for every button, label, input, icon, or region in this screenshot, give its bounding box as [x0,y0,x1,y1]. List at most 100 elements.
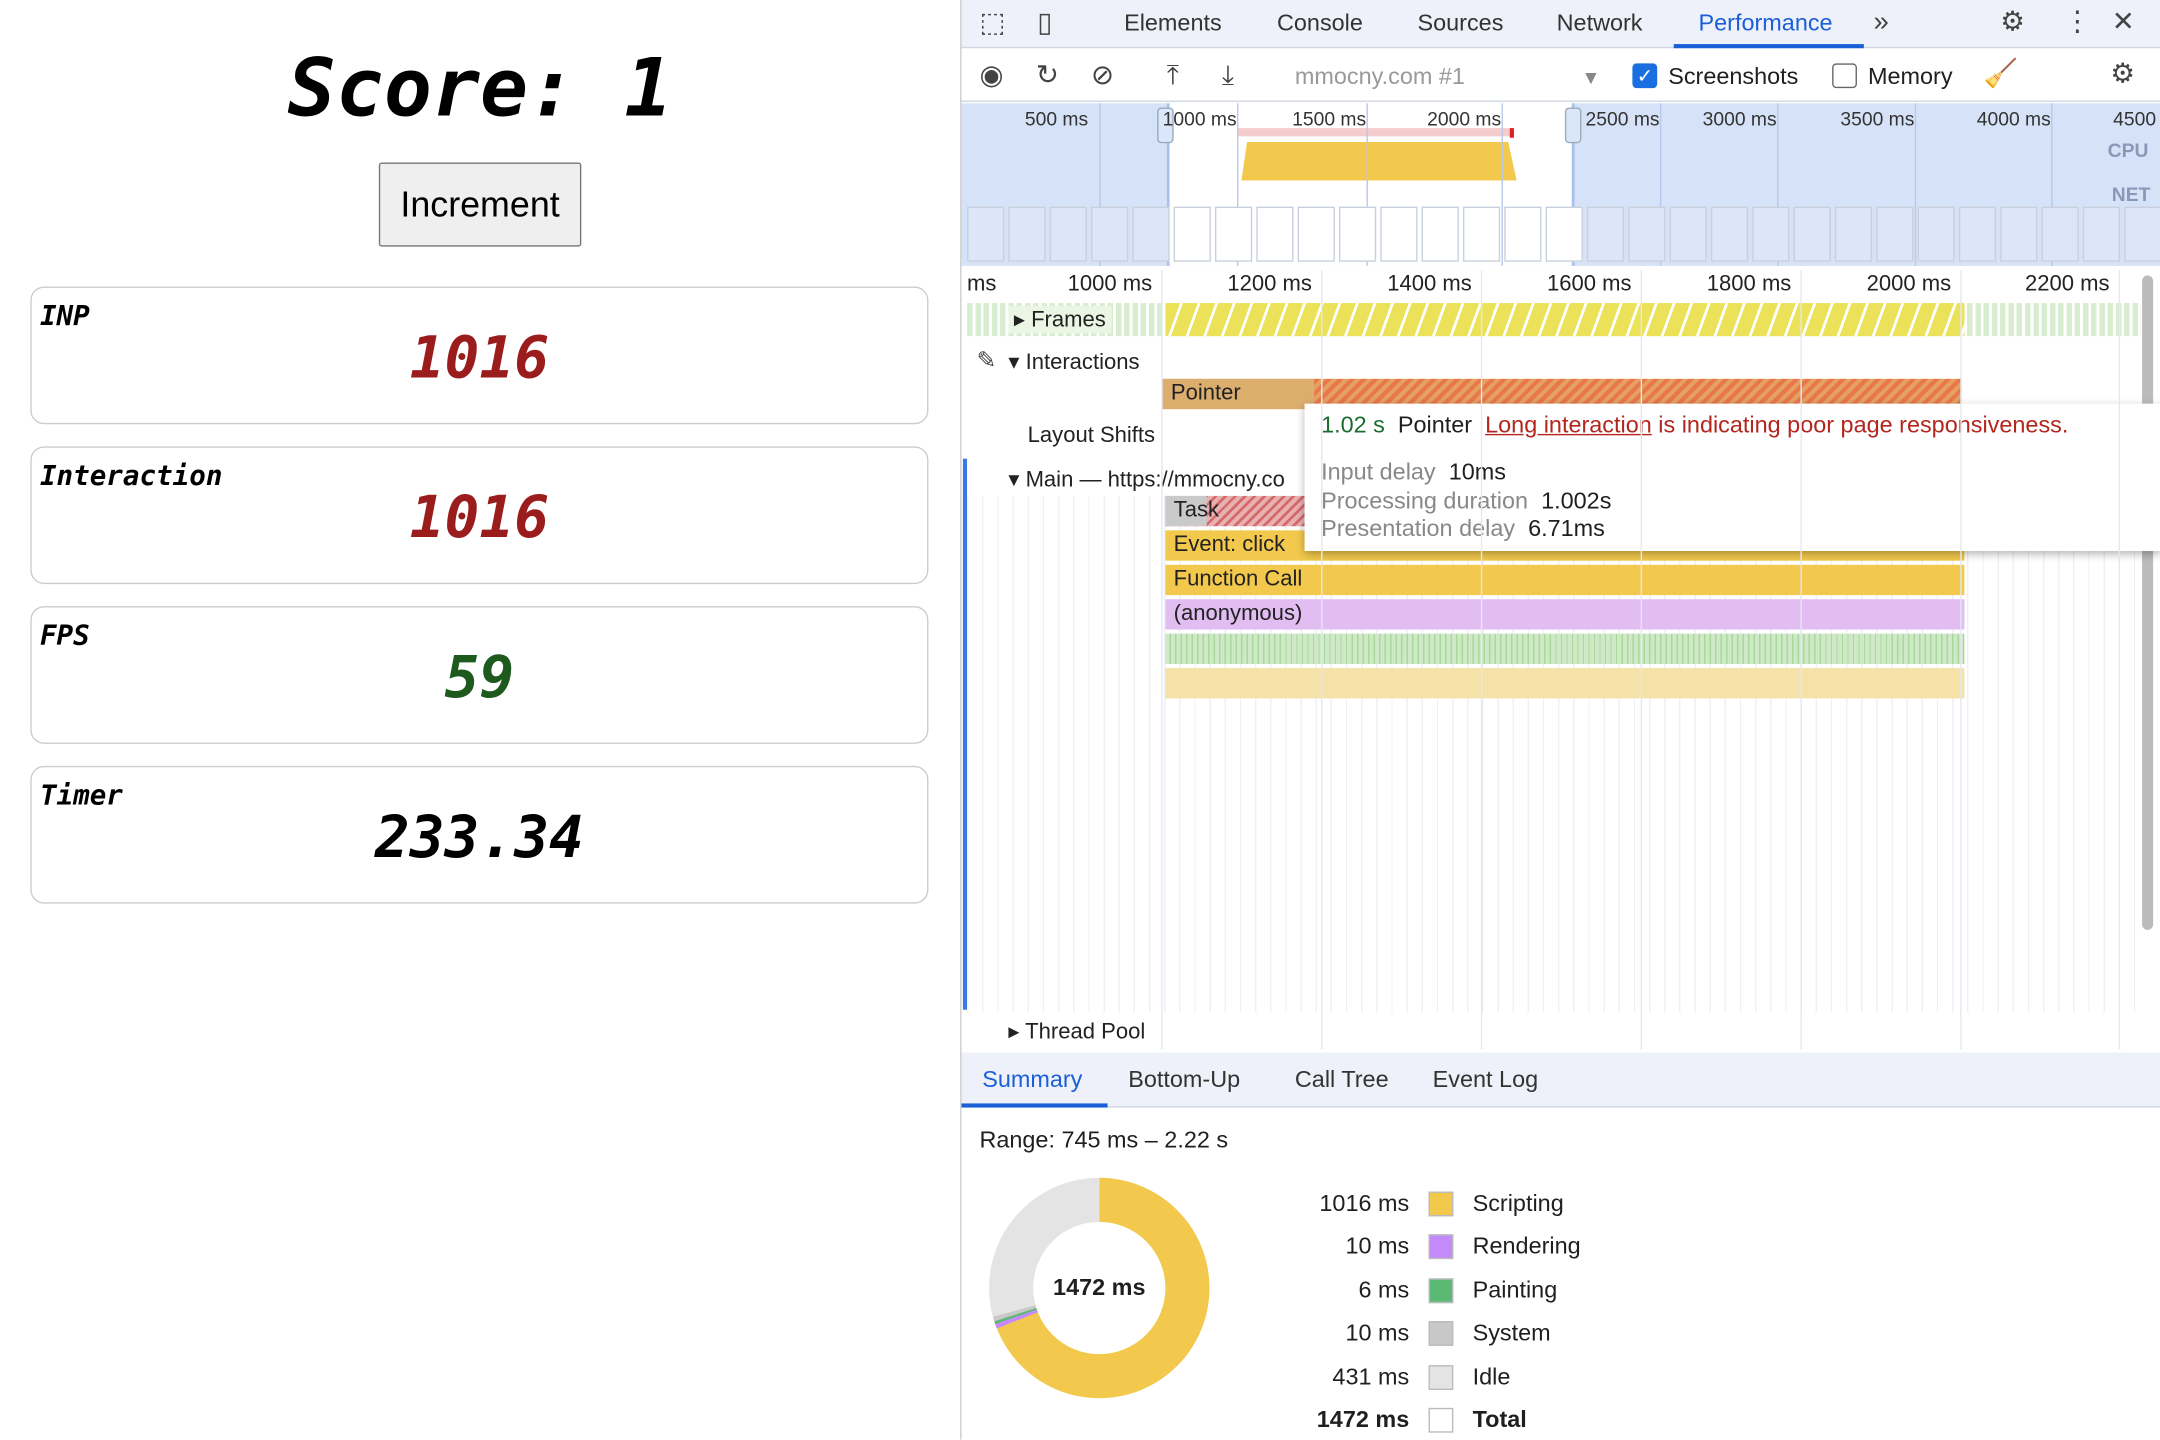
screenshot-thumbnail[interactable] [1256,206,1294,262]
performance-toolbar: ◉ ↻ ⊘ ⤒ ⤓ mmocny.com #1 ▼ ✓ Screenshots … [961,50,2160,102]
increment-button[interactable]: Increment [378,162,582,247]
overview-tick: 500 ms [1024,107,1089,130]
screenshot-thumbnail[interactable] [1628,206,1666,262]
download-icon[interactable]: ⤓ [1221,60,1235,91]
screenshot-thumbnail[interactable] [1504,206,1542,262]
screenshot-thumbnail[interactable] [1917,206,1955,262]
frames-track-label[interactable]: ▸ Frames [1008,305,1112,334]
screenshot-thumbnail[interactable] [1132,206,1170,262]
flame-paint-row[interactable] [1165,633,1965,664]
legend-label: Scripting [1472,1190,1564,1217]
target-select[interactable]: mmocny.com #1 [1294,63,1465,90]
interactions-track-label[interactable]: ▾ Interactions [1008,351,1140,375]
tab-call-tree[interactable]: Call Tree [1294,1066,1389,1093]
screenshot-thumbnail[interactable] [2000,206,2038,262]
close-icon[interactable]: ✕ [2111,6,2135,38]
details-tab-bar: Summary Bottom-Up Call Tree Event Log [961,1052,2160,1108]
selection-left-handle[interactable] [1157,107,1174,144]
record-icon[interactable]: ◉ [979,60,1004,91]
summary-range: Range: 745 ms – 2.22 s [979,1126,1229,1154]
tab-event-log[interactable]: Event Log [1432,1066,1539,1093]
flame-anonymous[interactable]: (anonymous) [1165,599,1965,630]
screenshot-thumbnail[interactable] [1214,206,1253,262]
ruler-gridline [1800,269,1802,1050]
device-toolbar-icon[interactable]: ▯ [1037,8,1053,39]
main-track-bracket [962,458,968,1010]
flame-scripting-row[interactable] [1165,668,1965,699]
settings-icon[interactable]: ⚙ [2000,6,2025,38]
legend-value: 10 ms [1345,1233,1410,1260]
tab-elements[interactable]: Elements [1124,9,1222,36]
screenshot-thumbnail[interactable] [1710,206,1749,262]
more-options-icon[interactable]: ⋮ [2063,6,2092,38]
screenshot-thumbnail[interactable] [2124,206,2160,262]
long-interaction-link[interactable]: Long interaction [1485,411,1652,439]
donut-total-label: 1472 ms [1033,1221,1166,1355]
screenshot-thumbnail[interactable] [967,206,1005,262]
tab-performance[interactable]: Performance [1698,9,1833,36]
net-label: NET [2111,183,2151,206]
legend-value: 1472 ms [1316,1406,1410,1433]
ruler-gridline [1960,269,1962,1050]
ruler-tick: 1200 ms [1227,272,1312,297]
screenshot-thumbnail[interactable] [1338,206,1377,262]
thread-pool-label[interactable]: ▸ Thread Pool [1008,1020,1146,1045]
tab-network[interactable]: Network [1556,9,1643,36]
memory-checkbox[interactable] [1832,63,1857,89]
more-tabs-icon[interactable]: » [1873,6,1889,38]
garbage-collect-icon[interactable]: 🧹 [1983,59,2018,90]
screenshot-thumbnail[interactable] [1421,206,1459,262]
legend-value: 6 ms [1358,1276,1410,1303]
screenshot-thumbnail[interactable] [1545,206,1583,262]
card-label: Interaction [39,458,223,492]
screenshot-thumbnail[interactable] [1297,206,1335,262]
screenshots-checkbox[interactable]: ✓ [1632,63,1658,89]
long-task-marker [1237,128,1513,137]
vertical-scrollbar[interactable] [2142,275,2154,930]
screenshot-thumbnail[interactable] [2082,206,2121,262]
screenshot-thumbnail[interactable] [1008,206,1046,262]
screenshot-thumbnail[interactable] [1793,206,1831,262]
screenshot-thumbnail[interactable] [1752,206,1790,262]
main-track-label[interactable]: ▾ Main — https://mmocny.co [1008,468,1285,492]
screenshot-thumbnail[interactable] [1173,206,1211,262]
tab-bottom-up[interactable]: Bottom-Up [1128,1066,1241,1093]
capture-settings-icon[interactable]: ⚙ [2110,59,2136,90]
edit-pencil-icon[interactable]: ✎ [976,347,997,374]
reload-record-icon[interactable]: ↻ [1035,60,1060,91]
ruler-gridline [1640,269,1643,1050]
tab-summary[interactable]: Summary [982,1066,1083,1093]
screenshot-thumbnail[interactable] [1049,206,1087,262]
screenshot-thumbnail[interactable] [1958,206,1997,262]
overview-tick: 1000 ms [1162,107,1237,130]
screenshot-thumbnail[interactable] [1091,206,1129,262]
screenshot-thumbnail[interactable] [1380,206,1418,262]
screenshots-label: Screenshots [1668,63,1799,90]
interaction-tooltip: 1.02 s Pointer Long interaction is indic… [1304,403,2160,552]
card-value: 1016 [409,483,550,552]
selection-right-handle[interactable] [1564,107,1582,144]
inspect-element-icon[interactable]: ⬚ [979,8,1006,39]
screenshot-thumbnail[interactable] [2041,206,2079,262]
overview-tick: 3000 ms [1702,107,1777,130]
dropdown-arrow-icon[interactable]: ▼ [1581,66,1601,89]
card-value: 233.34 [374,803,584,871]
card-value: 59 [444,643,515,711]
tab-sources[interactable]: Sources [1417,9,1504,36]
flame-function-call[interactable]: Function Call [1165,564,1965,596]
screenshot-thumbnail[interactable] [1876,206,1914,262]
screenshot-thumbnail[interactable] [1586,206,1625,262]
tab-console[interactable]: Console [1276,9,1363,36]
devtools-panel: ⬚ ▯ Elements Console Sources Network Per… [960,0,2160,1440]
screenshot-thumbnail[interactable] [1462,206,1501,262]
screenshot-thumbnail[interactable] [1669,206,1707,262]
card-value: 1016 [409,323,550,392]
clear-icon[interactable]: ⊘ [1091,60,1115,91]
screenshot-thumbnail[interactable] [1834,206,1873,262]
legend-value: 1016 ms [1319,1190,1410,1217]
score-heading: Score: 1 [287,41,673,135]
overview-gridline [1501,103,1503,266]
upload-icon[interactable]: ⤒ [1166,60,1179,91]
layout-shifts-label[interactable]: Layout Shifts [1027,424,1156,448]
inp-card: INP 1016 [30,286,929,425]
